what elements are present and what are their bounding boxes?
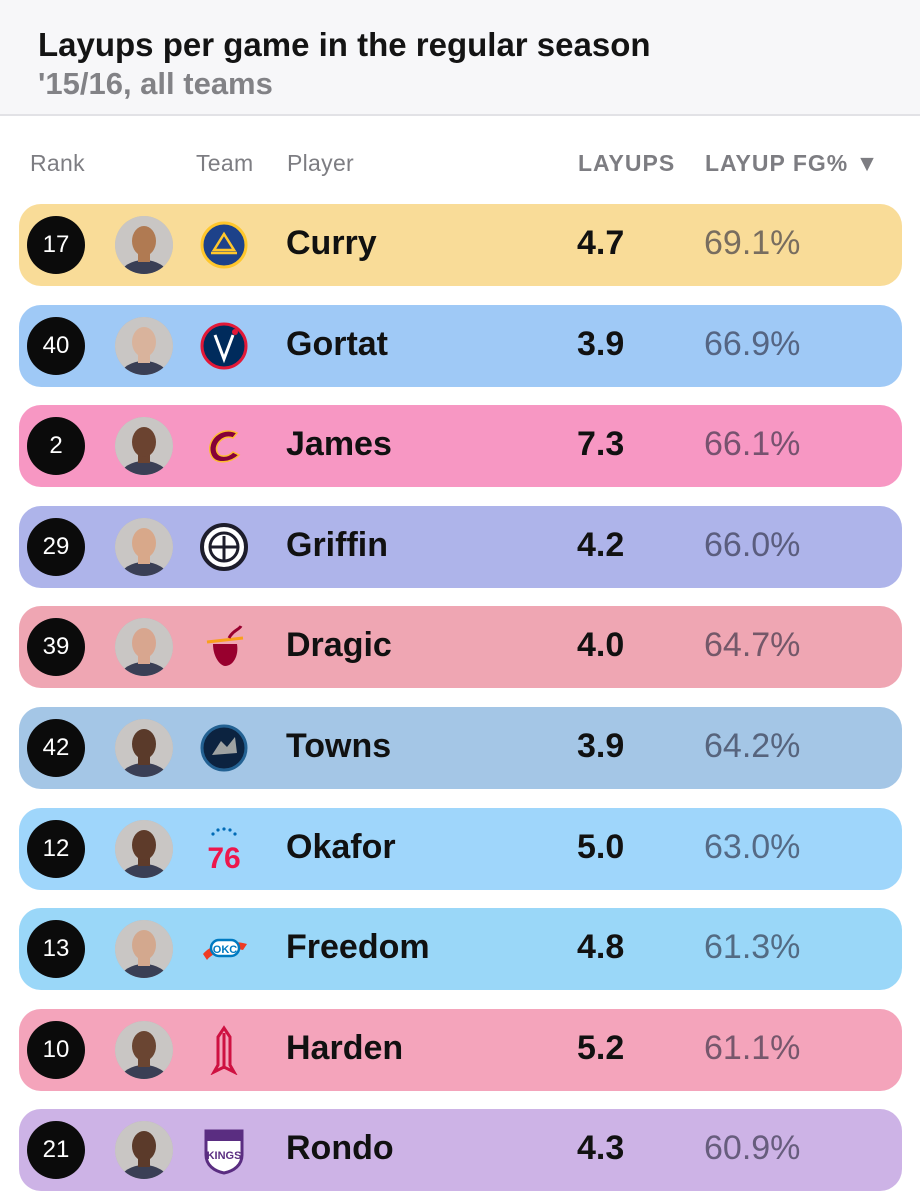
player-row[interactable]: 2 James 7.3 66.1% — [19, 405, 902, 488]
layups-value: 4.8 — [577, 928, 625, 967]
page-subtitle: '15/16, all teams — [38, 66, 273, 101]
layup-fg-value: 64.7% — [704, 626, 801, 665]
rank-badge: 21 — [27, 1121, 85, 1180]
rank-badge: 39 — [27, 618, 85, 677]
player-avatar — [115, 719, 173, 777]
player-avatar — [115, 316, 173, 375]
layups-value: 4.2 — [577, 525, 625, 564]
rank-badge: 40 — [27, 316, 85, 375]
svg-text:76: 76 — [207, 842, 240, 874]
player-name: Towns — [286, 727, 392, 765]
player-row[interactable]: 10 Harden 5.2 61.1% — [19, 1008, 902, 1091]
layup-fg-value: 61.3% — [704, 928, 801, 967]
player-avatar — [115, 618, 173, 677]
player-avatar — [115, 1020, 173, 1079]
player-name: Harden — [286, 1028, 404, 1067]
player-avatar — [115, 920, 173, 979]
player-row[interactable]: 21 KINGS Rondo 4.3 60.9% — [19, 1109, 902, 1192]
column-header-player[interactable]: Player — [287, 150, 354, 176]
player-avatar — [115, 1121, 173, 1180]
rank-badge: 17 — [27, 216, 85, 274]
player-name: Freedom — [286, 928, 430, 967]
team-logo-icon: 76 — [199, 824, 249, 874]
layups-value: 4.3 — [577, 1129, 625, 1168]
player-name: Okafor — [286, 827, 396, 866]
player-row[interactable]: 42 Towns 3.9 64.2% — [19, 707, 902, 789]
player-name: James — [286, 425, 392, 464]
team-logo-icon: KINGS — [199, 1125, 249, 1175]
layup-fg-value: 66.0% — [704, 525, 801, 564]
team-logo-icon — [199, 522, 249, 572]
layups-value: 7.3 — [577, 425, 625, 464]
layup-fg-value: 66.1% — [704, 425, 801, 464]
layups-value: 3.9 — [577, 324, 625, 363]
team-logo-icon — [199, 622, 249, 672]
player-name: Rondo — [286, 1129, 394, 1168]
team-logo-icon: OKC — [199, 924, 249, 974]
rank-badge: 10 — [27, 1020, 85, 1079]
layup-fg-value: 63.0% — [704, 827, 801, 866]
column-header-layup-fg-sorted[interactable]: LAYUP FG% ▼ — [705, 150, 880, 176]
layups-value: 4.7 — [577, 224, 625, 262]
player-row[interactable]: 12 76 Okafor 5.0 63.0% — [19, 807, 902, 890]
layups-value: 3.9 — [577, 727, 625, 765]
layups-value: 5.2 — [577, 1028, 625, 1067]
player-avatar — [115, 417, 173, 476]
svg-text:OKC: OKC — [213, 944, 238, 956]
rank-badge: 29 — [27, 517, 85, 576]
layup-fg-value: 69.1% — [704, 224, 801, 262]
player-row[interactable]: 29 Griffin 4.2 66.0% — [19, 505, 902, 588]
layup-fg-value: 60.9% — [704, 1129, 801, 1168]
player-row[interactable]: 40 Gortat 3.9 66.9% — [19, 304, 902, 387]
team-logo-icon — [199, 220, 249, 270]
column-header-layups[interactable]: LAYUPS — [578, 150, 676, 176]
layup-fg-value: 64.2% — [704, 727, 801, 765]
layup-fg-value: 61.1% — [704, 1028, 801, 1067]
player-name: Dragic — [286, 626, 392, 665]
player-name: Gortat — [286, 324, 388, 363]
rank-badge: 2 — [27, 417, 85, 476]
team-logo-icon — [199, 723, 249, 773]
header: Layups per game in the regular season '1… — [0, 0, 920, 116]
layups-value: 4.0 — [577, 626, 625, 665]
rank-badge: 12 — [27, 819, 85, 878]
player-avatar — [115, 517, 173, 576]
svg-text:KINGS: KINGS — [207, 1150, 242, 1162]
player-row[interactable]: 39 Dragic 4.0 64.7% — [19, 606, 902, 689]
team-logo-icon — [199, 321, 249, 371]
page-title: Layups per game in the regular season — [38, 26, 651, 63]
layup-fg-value: 66.9% — [704, 324, 801, 363]
player-avatar — [115, 216, 173, 274]
column-header-team[interactable]: Team — [196, 150, 254, 176]
player-row[interactable]: 13 OKC Freedom 4.8 61.3% — [19, 908, 902, 991]
player-avatar — [115, 819, 173, 878]
team-logo-icon — [199, 1025, 249, 1075]
player-row[interactable]: 17 Curry 4.7 69.1% — [19, 204, 902, 286]
team-logo-icon — [199, 421, 249, 471]
player-name: Griffin — [286, 525, 388, 564]
player-name: Curry — [286, 224, 377, 262]
rank-badge: 13 — [27, 920, 85, 979]
rank-badge: 42 — [27, 719, 85, 777]
layups-value: 5.0 — [577, 827, 625, 866]
column-header-rank[interactable]: Rank — [30, 150, 85, 176]
